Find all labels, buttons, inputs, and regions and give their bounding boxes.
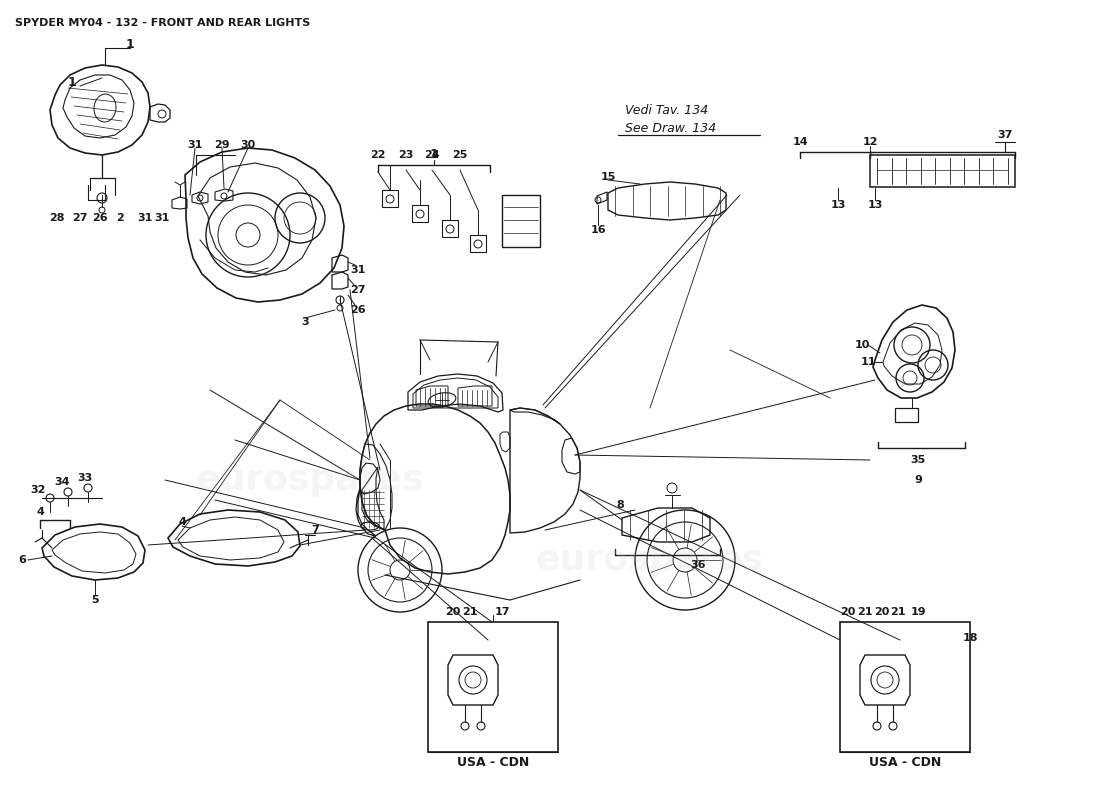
Text: 21: 21 bbox=[462, 607, 477, 617]
Text: 12: 12 bbox=[862, 137, 878, 147]
Text: USA - CDN: USA - CDN bbox=[456, 755, 529, 769]
Text: USA - CDN: USA - CDN bbox=[869, 755, 942, 769]
Text: 27: 27 bbox=[73, 213, 88, 223]
Text: 5: 5 bbox=[91, 595, 99, 605]
Text: 34: 34 bbox=[54, 477, 69, 487]
Bar bbox=[502, 195, 540, 247]
Text: 31: 31 bbox=[154, 213, 169, 223]
Text: 21: 21 bbox=[857, 607, 872, 617]
Text: 30: 30 bbox=[241, 140, 255, 150]
Text: 15: 15 bbox=[601, 172, 616, 182]
Text: 31: 31 bbox=[187, 140, 202, 150]
Text: eurospares: eurospares bbox=[196, 463, 425, 497]
Text: 26: 26 bbox=[92, 213, 108, 223]
Text: 16: 16 bbox=[591, 225, 606, 235]
Text: 1: 1 bbox=[430, 149, 439, 162]
Text: 1: 1 bbox=[125, 38, 134, 50]
Text: 11: 11 bbox=[860, 357, 876, 367]
Text: 13: 13 bbox=[830, 200, 846, 210]
Text: 9: 9 bbox=[914, 475, 922, 485]
Text: 26: 26 bbox=[350, 305, 366, 315]
Text: 37: 37 bbox=[998, 130, 1013, 140]
Text: 20: 20 bbox=[874, 607, 890, 617]
Text: 27: 27 bbox=[350, 285, 365, 295]
Text: 29: 29 bbox=[214, 140, 230, 150]
Text: Vedi Tav. 134: Vedi Tav. 134 bbox=[625, 103, 708, 117]
Text: 36: 36 bbox=[691, 560, 706, 570]
Bar bbox=[870, 155, 1015, 187]
Text: 7: 7 bbox=[311, 525, 319, 535]
Text: 2: 2 bbox=[117, 213, 124, 223]
Text: 22: 22 bbox=[371, 150, 386, 160]
Text: 18: 18 bbox=[962, 633, 978, 643]
Text: 35: 35 bbox=[911, 455, 925, 465]
Text: SPYDER MY04 - 132 - FRONT AND REAR LIGHTS: SPYDER MY04 - 132 - FRONT AND REAR LIGHT… bbox=[15, 18, 310, 28]
Text: 23: 23 bbox=[398, 150, 414, 160]
Text: 20: 20 bbox=[446, 607, 461, 617]
Text: See Draw. 134: See Draw. 134 bbox=[625, 122, 716, 134]
Text: 10: 10 bbox=[855, 340, 870, 350]
Text: 8: 8 bbox=[616, 500, 624, 510]
Text: 31: 31 bbox=[350, 265, 365, 275]
Text: 14: 14 bbox=[792, 137, 807, 147]
Text: 24: 24 bbox=[425, 150, 440, 160]
Text: 31: 31 bbox=[138, 213, 153, 223]
Text: 28: 28 bbox=[50, 213, 65, 223]
Text: 21: 21 bbox=[890, 607, 905, 617]
Text: 33: 33 bbox=[77, 473, 92, 483]
Bar bbox=[428, 622, 558, 752]
Text: 3: 3 bbox=[301, 317, 309, 327]
Text: 20: 20 bbox=[840, 607, 856, 617]
Text: 19: 19 bbox=[910, 607, 926, 617]
Text: 17: 17 bbox=[494, 607, 509, 617]
Text: eurospares: eurospares bbox=[536, 543, 764, 577]
Text: 4: 4 bbox=[178, 517, 186, 527]
Bar bbox=[840, 622, 970, 752]
Text: 6: 6 bbox=[18, 555, 26, 565]
Text: 32: 32 bbox=[31, 485, 46, 495]
Text: 25: 25 bbox=[452, 150, 468, 160]
Text: 4: 4 bbox=[36, 507, 44, 517]
Text: 13: 13 bbox=[867, 200, 882, 210]
Text: 1: 1 bbox=[67, 75, 76, 89]
